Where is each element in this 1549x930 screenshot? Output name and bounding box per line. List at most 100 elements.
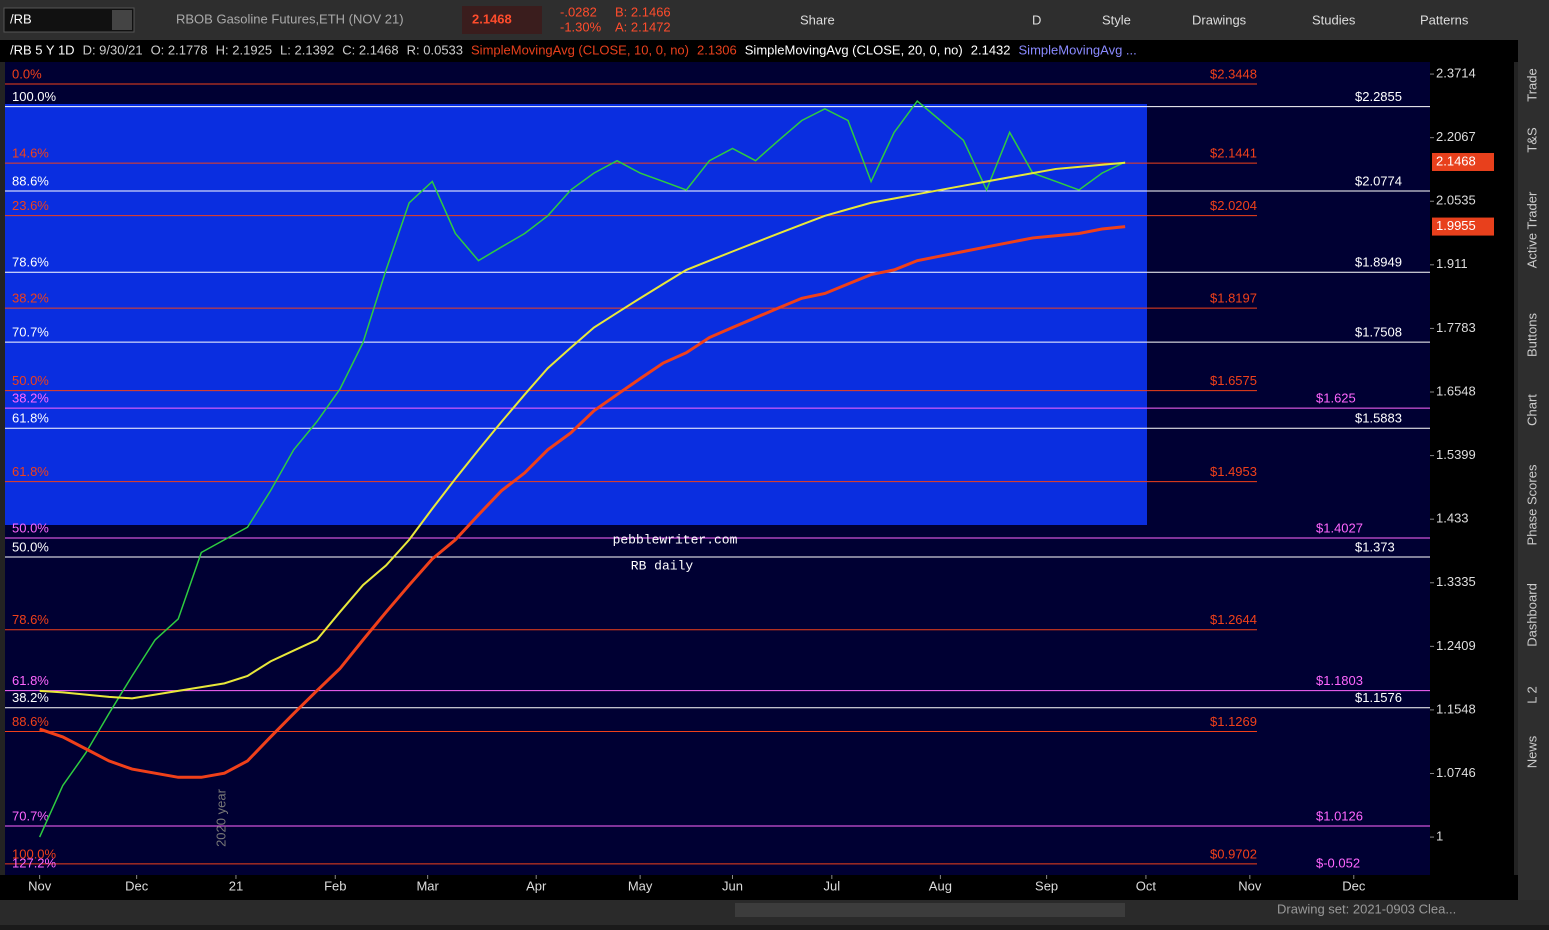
price-label: 1.9955 [1436, 218, 1476, 233]
y-tick-label: 1.1548 [1436, 701, 1476, 716]
level-label: $1.4027 [1316, 520, 1363, 535]
level-label: $1.7508 [1355, 325, 1402, 340]
series-line [39, 225, 1126, 779]
info-item: D: 9/30/21 [83, 42, 143, 57]
level-pct: 38.2% [12, 291, 49, 306]
level-label: $2.0774 [1355, 173, 1402, 188]
sidebar-tab[interactable]: Active Trader [1524, 191, 1539, 268]
status-text: Drawing set: 2021-0903 Clea... [1277, 901, 1456, 916]
y-tick-label: 1.0746 [1436, 765, 1476, 780]
x-tick-label: Sep [1035, 878, 1058, 893]
x-tick-label: Apr [526, 878, 547, 893]
info-bar [0, 40, 1549, 62]
info-item: 2.1432 [971, 42, 1011, 57]
x-tick-label: Nov [1238, 878, 1262, 893]
level-pct: 61.8% [12, 411, 49, 426]
annotation: $-0.052 [1316, 855, 1360, 870]
level-pct: 70.7% [12, 808, 49, 823]
y-tick-label: 1.3335 [1436, 574, 1476, 589]
toolbar-button[interactable]: Style [1102, 12, 1131, 27]
sidebar-tab[interactable]: News [1524, 735, 1539, 768]
annotation: 2020 year [213, 788, 228, 846]
x-tick-label: Nov [28, 878, 52, 893]
level-label: $1.2644 [1210, 612, 1257, 627]
level-pct: 78.6% [12, 255, 49, 270]
change: -.0282 [560, 4, 597, 19]
level-label: $1.1803 [1316, 673, 1363, 688]
toolbar [0, 0, 1549, 40]
x-tick-label: Dec [125, 878, 149, 893]
x-tick-label: Dec [1342, 878, 1366, 893]
annotation: 127.2% [12, 855, 57, 870]
info-item: C: 2.1468 [342, 42, 398, 57]
info-item: 2.1306 [697, 42, 737, 57]
y-tick-label: 2.3714 [1436, 66, 1476, 81]
level-label: $1.625 [1316, 391, 1356, 406]
highlight-zone [5, 104, 1147, 525]
info-item: SimpleMovingAvg (CLOSE, 10, 0, no) [471, 42, 689, 57]
level-label: $1.0126 [1316, 808, 1363, 823]
info-item: H: 2.1925 [216, 42, 272, 57]
sidebar-tab[interactable]: Dashboard [1524, 583, 1539, 647]
scrollbar[interactable] [735, 903, 1125, 917]
sidebar-tab[interactable]: Phase Scores [1524, 464, 1539, 545]
sidebar-tab[interactable]: Chart [1524, 394, 1539, 426]
sidebar-tab[interactable]: Buttons [1524, 312, 1539, 357]
toolbar-button[interactable]: Share [800, 12, 835, 27]
x-tick-label: Jun [722, 878, 743, 893]
toolbar-button[interactable]: D [1032, 12, 1041, 27]
y-tick-label: 1.2409 [1436, 638, 1476, 653]
level-label: $2.0204 [1210, 198, 1257, 213]
price-label-box [1432, 217, 1494, 236]
y-tick-label: 2.0535 [1436, 193, 1476, 208]
sidebar-tab[interactable]: L 2 [1524, 686, 1539, 704]
level-pct: 70.7% [12, 325, 49, 340]
y-tick-label: 1.911 [1436, 256, 1468, 271]
content: /RB RBOB Gasoline Futures,ETH (NOV 21) 2.1… [5, 4, 1539, 916]
level-pct: 61.8% [12, 464, 49, 479]
info-item: O: 2.1778 [151, 42, 208, 57]
sidebar-tab[interactable]: T&S [1524, 127, 1539, 153]
level-label: $2.3448 [1210, 66, 1257, 81]
symbol[interactable]: /RB [10, 11, 32, 26]
level-pct: 88.6% [12, 173, 49, 188]
price-label: 2.1468 [1436, 153, 1476, 168]
last-box [462, 6, 542, 34]
info-item: SimpleMovingAvg ... [1019, 42, 1137, 57]
x-tick-label: May [628, 878, 653, 893]
level-label: $1.4953 [1210, 464, 1257, 479]
x-tick-label: Feb [324, 878, 346, 893]
info-item: L: 2.1392 [280, 42, 334, 57]
level-pct: 50.0% [12, 520, 49, 535]
annotation: RB daily [631, 558, 694, 573]
level-label: $1.6575 [1210, 373, 1257, 388]
toolbar-button[interactable]: Studies [1312, 12, 1356, 27]
series-line [39, 161, 1126, 700]
x-tick-label: Jul [824, 878, 841, 893]
level-pct: 38.2% [12, 391, 49, 406]
y-tick-label: 2.2067 [1436, 129, 1476, 144]
level-label: $2.2855 [1355, 89, 1402, 104]
description: RBOB Gasoline Futures,ETH (NOV 21) [176, 11, 404, 26]
sidebar-tab[interactable]: Trade [1524, 68, 1539, 101]
info-item: /RB 5 Y 1D [10, 42, 75, 57]
level-label: $1.5883 [1355, 411, 1402, 426]
toolbar-button[interactable]: Drawings [1192, 12, 1247, 27]
y-tick-label: 1.7783 [1436, 320, 1476, 335]
level-pct: 100.0% [12, 846, 57, 861]
symbol-dropdown[interactable] [112, 10, 132, 30]
level-label: $0.9702 [1210, 846, 1257, 861]
level-pct: 0.0% [12, 66, 42, 81]
toolbar-button[interactable]: Patterns [1420, 12, 1469, 27]
info-item: R: 0.0533 [407, 42, 463, 57]
level-pct: 50.0% [12, 539, 49, 554]
level-label: $1.8949 [1355, 255, 1402, 270]
x-tick-label: 21 [229, 878, 243, 893]
price-label-box [1432, 152, 1494, 171]
y-axis-area [1430, 62, 1514, 875]
level-label: $1.1576 [1355, 690, 1402, 705]
x-tick-label: Oct [1136, 878, 1157, 893]
y-tick-label: 1.433 [1436, 511, 1469, 526]
